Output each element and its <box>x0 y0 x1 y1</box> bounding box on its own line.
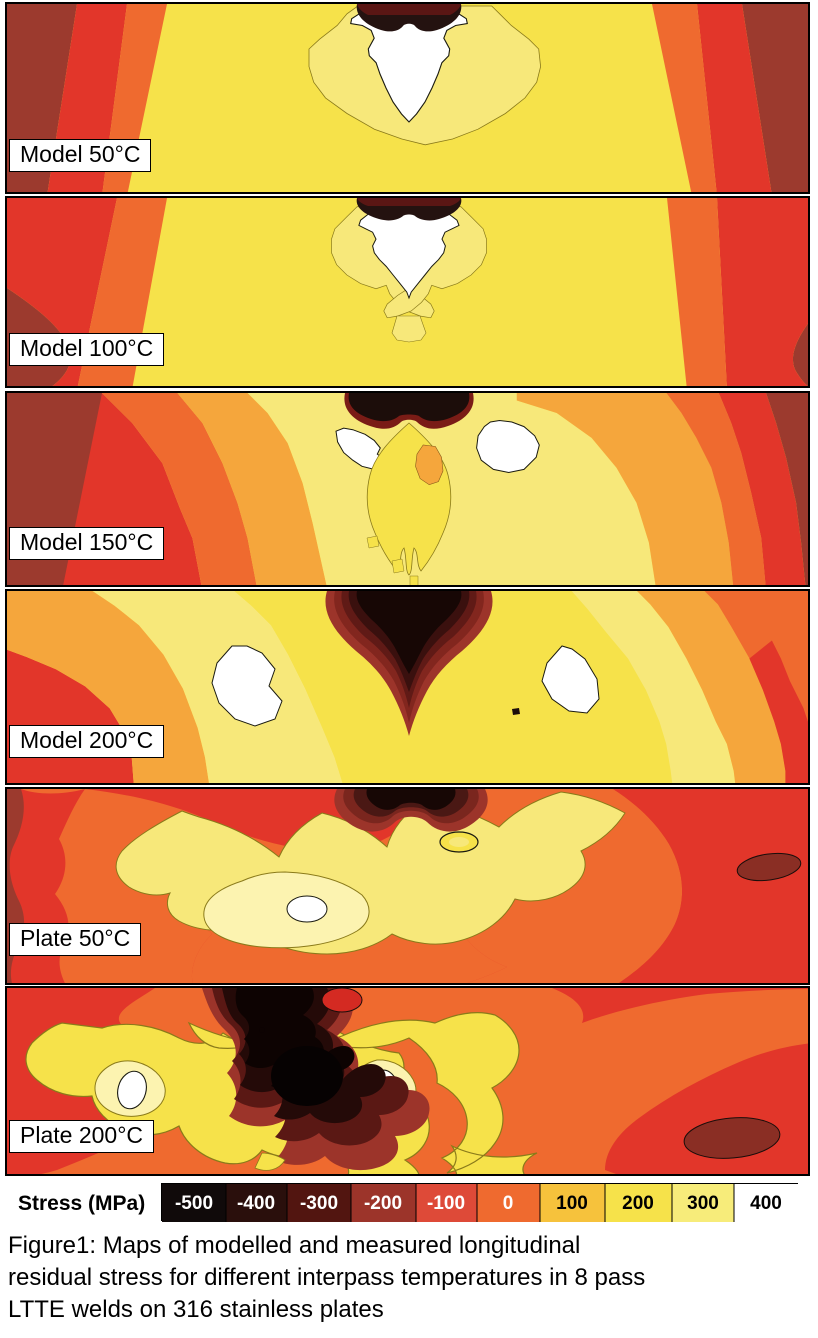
svg-text:-400: -400 <box>237 1193 275 1214</box>
svg-text:400: 400 <box>750 1193 782 1214</box>
svg-text:200: 200 <box>622 1193 654 1214</box>
svg-text:300: 300 <box>687 1193 719 1214</box>
svg-text:-500: -500 <box>175 1193 213 1214</box>
svg-text:100: 100 <box>556 1193 588 1214</box>
svg-text:-100: -100 <box>427 1193 465 1214</box>
svg-text:0: 0 <box>503 1193 514 1214</box>
svg-text:-300: -300 <box>300 1193 338 1214</box>
svg-text:-200: -200 <box>364 1193 402 1214</box>
